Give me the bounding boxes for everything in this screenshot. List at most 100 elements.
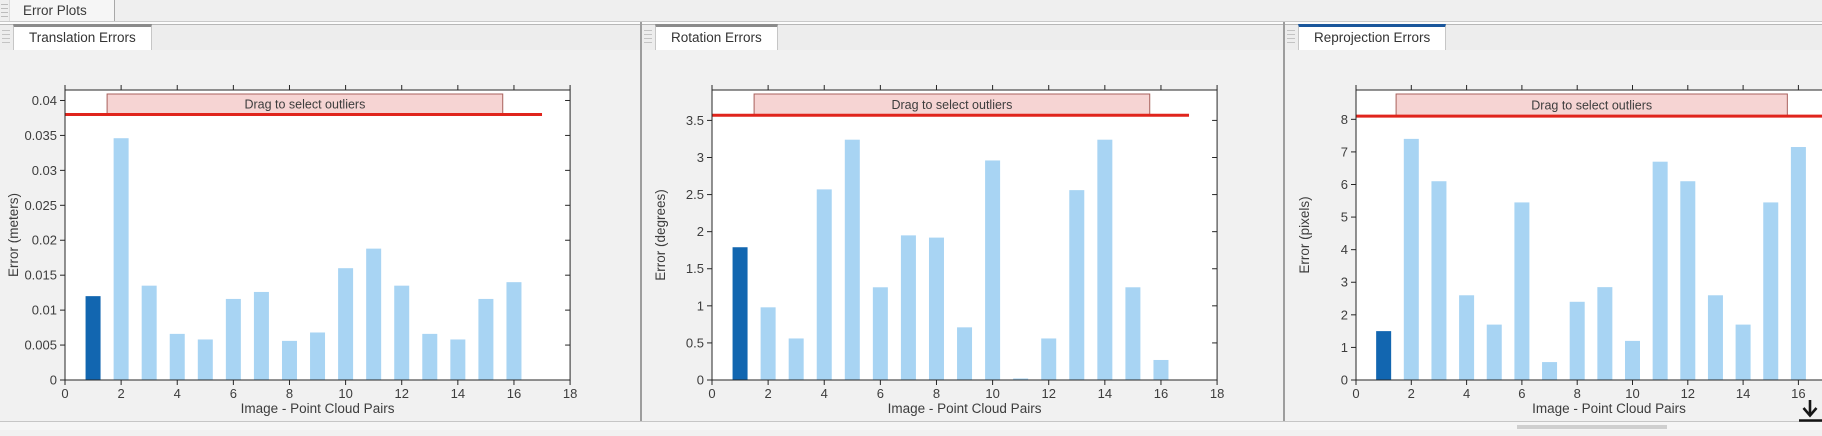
error-bar[interactable] (281, 340, 297, 380)
x-tick-label: 6 (877, 386, 884, 401)
y-tick-label: 0.035 (24, 128, 57, 143)
drag-grip-icon[interactable] (2, 30, 10, 45)
y-tick-label: 8 (1341, 112, 1348, 127)
error-bar[interactable] (197, 339, 213, 380)
x-tick-label: 4 (821, 386, 828, 401)
error-bar[interactable] (478, 298, 494, 380)
band-label: Drag to select outliers (1531, 99, 1652, 113)
error-bar[interactable] (113, 138, 129, 380)
scrollbar-thumb[interactable] (1517, 425, 1667, 429)
error-bar[interactable] (506, 282, 522, 380)
x-tick-label: 12 (394, 386, 408, 401)
error-bar[interactable] (1735, 324, 1751, 380)
error-bar[interactable] (816, 189, 832, 380)
tab-reprojection-errors[interactable]: Reprojection Errors (1298, 24, 1447, 50)
error-bar[interactable] (1041, 338, 1057, 380)
band-label: Drag to select outliers (244, 98, 365, 112)
error-bar[interactable] (1763, 202, 1779, 380)
error-bar-highlighted[interactable] (85, 296, 101, 380)
error-bar[interactable] (1125, 287, 1141, 380)
error-bar[interactable] (1569, 301, 1585, 380)
y-tick-label: 0.03 (32, 163, 57, 178)
error-bar[interactable] (1459, 295, 1475, 380)
error-bar[interactable] (985, 160, 1001, 380)
y-tick-label: 2.5 (686, 187, 704, 202)
x-tick-label: 8 (1574, 386, 1581, 401)
error-bar-highlighted[interactable] (732, 247, 748, 380)
error-bar[interactable] (366, 248, 382, 380)
error-bar[interactable] (1403, 138, 1419, 380)
error-plots-panels: Translation Errors Drag to select outlie… (0, 22, 1822, 421)
error-bar[interactable] (1486, 324, 1502, 380)
x-axis-label: Image - Point Cloud Pairs (888, 401, 1042, 416)
y-tick-label: 0 (1341, 373, 1348, 388)
rotation-tabstrip: Rotation Errors (642, 22, 1283, 50)
drag-grip-icon[interactable] (1287, 30, 1295, 45)
x-tick-label: 10 (338, 386, 352, 401)
x-tick-label: 14 (1736, 386, 1750, 401)
error-bar[interactable] (225, 298, 241, 380)
error-bar[interactable] (1097, 139, 1113, 380)
error-bar[interactable] (1625, 340, 1640, 380)
error-bar[interactable] (169, 333, 185, 380)
x-tick-label: 16 (1791, 386, 1805, 401)
error-bar[interactable] (760, 307, 776, 380)
error-bar[interactable] (900, 235, 916, 380)
error-bar[interactable] (844, 139, 860, 380)
x-tick-label: 10 (985, 386, 999, 401)
x-tick-label: 6 (1518, 386, 1525, 401)
error-bar[interactable] (1680, 181, 1696, 380)
error-bar[interactable] (450, 339, 466, 380)
axes-box (711, 89, 1218, 381)
x-tick-label: 2 (765, 386, 772, 401)
x-tick-label: 18 (563, 386, 577, 401)
error-bar[interactable] (394, 285, 410, 380)
tab-rotation-errors[interactable]: Rotation Errors (655, 24, 778, 50)
export-figure-icon[interactable] (1795, 397, 1822, 431)
error-bar[interactable] (872, 287, 888, 380)
error-bar[interactable] (1013, 378, 1029, 380)
error-bar[interactable] (1542, 362, 1558, 380)
error-bar[interactable] (1431, 181, 1447, 380)
reprojection-tabstrip: Reprojection Errors (1285, 22, 1822, 50)
error-bar[interactable] (1069, 190, 1085, 380)
x-tick-label: 0 (61, 386, 68, 401)
error-bar[interactable] (310, 332, 326, 380)
error-bar[interactable] (338, 268, 354, 380)
error-bar-highlighted[interactable] (1376, 331, 1392, 380)
y-tick-label: 0.02 (32, 233, 57, 248)
tab-translation-errors-label: Translation Errors (29, 30, 136, 45)
reprojection-errors-chart: Drag to select outliers 0 1 2 3 4 5 6 7 8 0 2 4 6 8 10 1… (1285, 50, 1822, 421)
error-bar[interactable] (788, 338, 804, 380)
y-axis-label: Error (degrees) (653, 189, 668, 281)
error-bar[interactable] (422, 333, 438, 380)
error-bar[interactable] (928, 237, 944, 380)
y-tick-label: 0.005 (24, 338, 57, 353)
error-bar[interactable] (1790, 147, 1806, 380)
error-bar[interactable] (1153, 359, 1169, 380)
x-tick-label: 14 (1098, 386, 1112, 401)
tab-translation-errors[interactable]: Translation Errors (13, 24, 152, 50)
x-tick-label: 4 (174, 386, 181, 401)
y-tick-label: 0.5 (686, 335, 704, 350)
error-bar[interactable] (1597, 287, 1613, 380)
error-bar[interactable] (253, 291, 269, 380)
horizontal-scrollbar[interactable] (0, 421, 1822, 430)
x-tick-label: 16 (507, 386, 521, 401)
y-tick-label: 0.015 (24, 268, 57, 283)
y-tick-label: 2 (697, 224, 704, 239)
error-bar[interactable] (141, 285, 157, 380)
x-tick-label: 0 (1352, 386, 1359, 401)
error-bar[interactable] (1514, 202, 1530, 380)
tab-error-plots[interactable]: Error Plots (9, 0, 115, 21)
error-bar[interactable] (1652, 161, 1668, 380)
drag-grip-icon[interactable] (1, 4, 8, 17)
drag-grip-icon[interactable] (644, 30, 652, 45)
y-axis-label: Error (meters) (6, 193, 21, 277)
x-tick-label: 8 (286, 386, 293, 401)
y-tick-label: 3 (697, 150, 704, 165)
error-bar[interactable] (1707, 295, 1723, 380)
y-tick-label: 0 (697, 373, 704, 388)
error-bar[interactable] (957, 327, 973, 380)
